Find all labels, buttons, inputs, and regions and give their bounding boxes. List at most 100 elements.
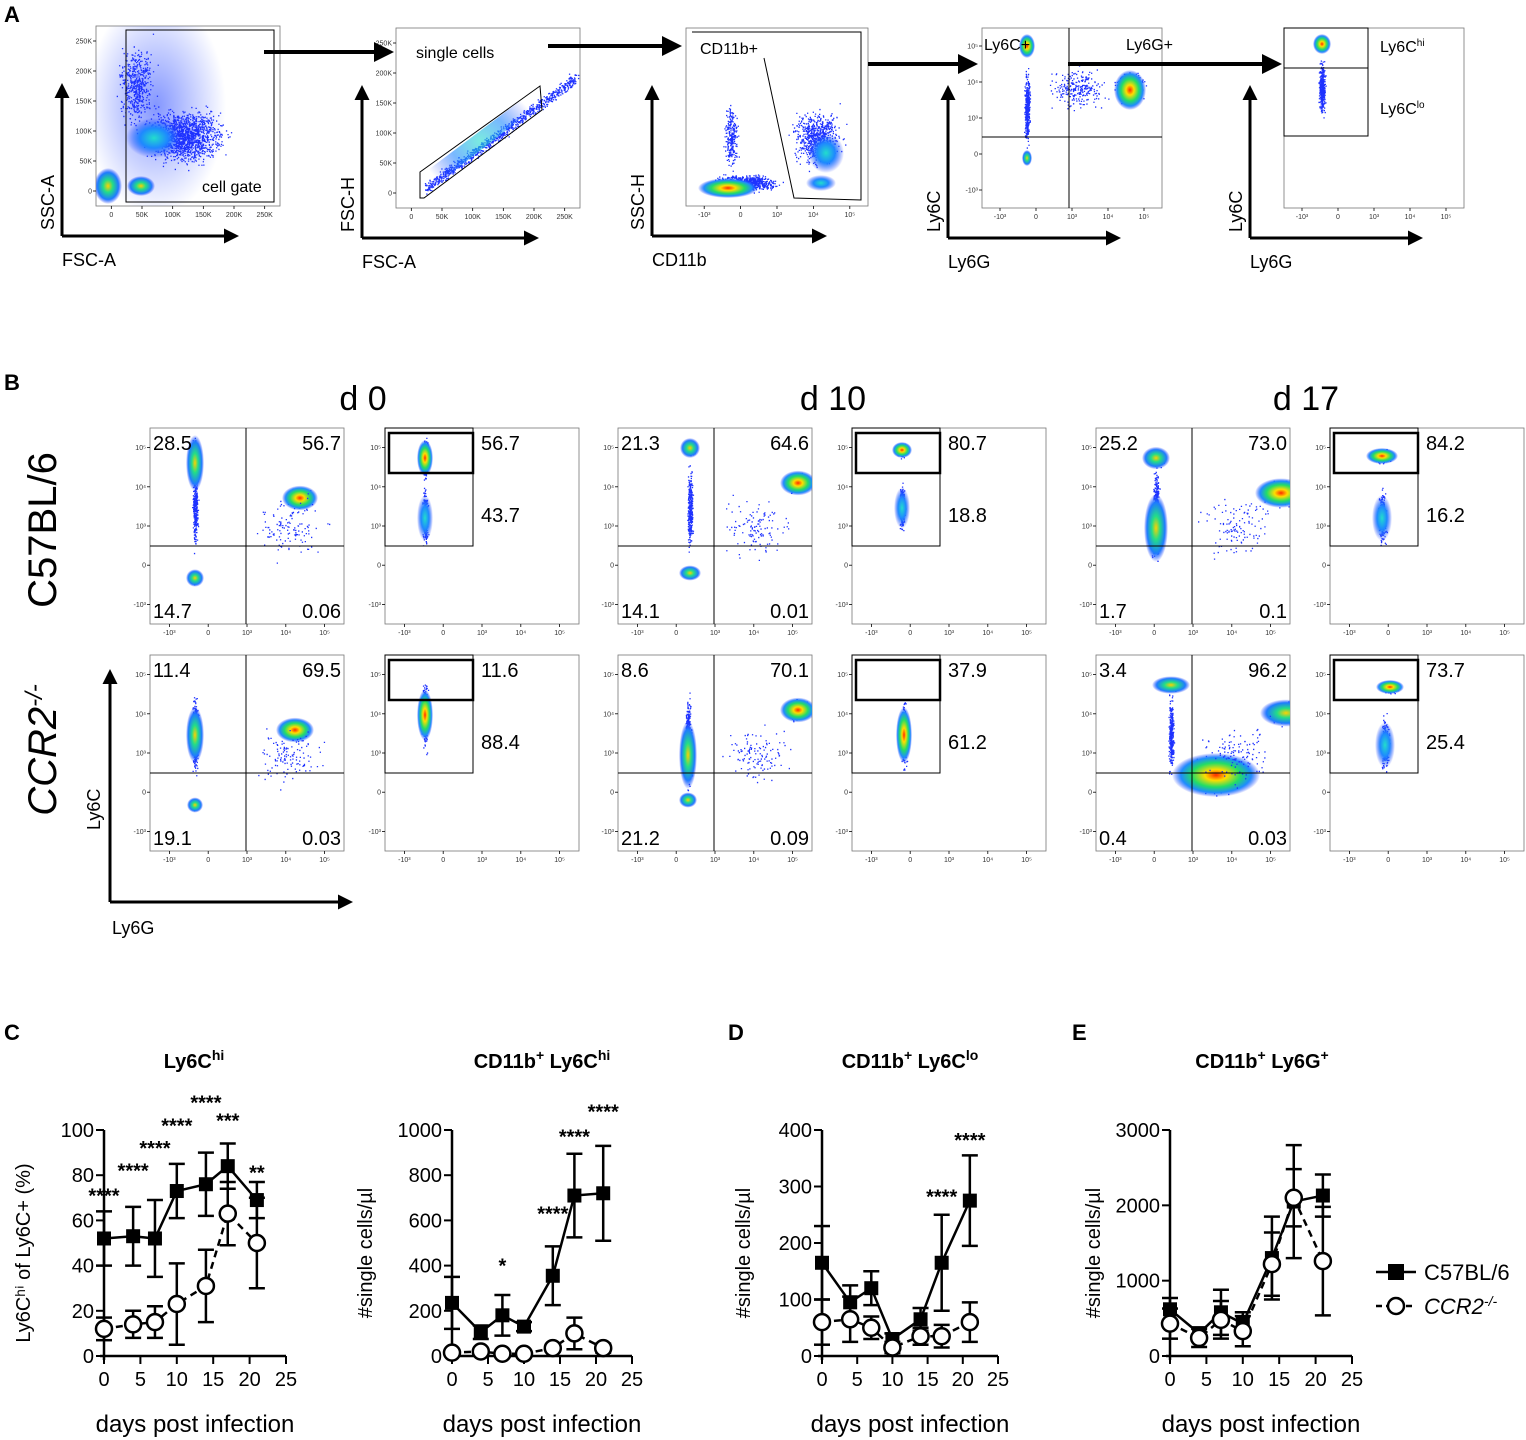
quad-plot-r0-d2: 25.2 73.0 1.7 0.1 -10³ 0 10³ 10⁴ 10⁵ -10³ 0 10³ 10⁴ 1… — [1080, 427, 1291, 637]
event-dot — [532, 112, 534, 114]
y-tick-label: -10³ — [1080, 829, 1093, 836]
point-c57 — [97, 1231, 111, 1246]
x-tick-label: -10³ — [1296, 214, 1309, 221]
quadrant-ur: 96.2 — [1248, 660, 1287, 682]
event-dot — [550, 93, 552, 95]
event-dot — [535, 108, 537, 110]
event-dot — [453, 170, 455, 173]
point-c57 — [864, 1281, 879, 1296]
event-dot — [551, 93, 553, 95]
y-tick-label: 250K — [76, 39, 93, 46]
event-dot — [570, 80, 572, 83]
day-label-2: d 17 — [1273, 380, 1339, 418]
plot-frame — [384, 654, 580, 852]
event-dot — [555, 88, 558, 90]
event-dot — [552, 93, 554, 95]
event-dot — [571, 85, 574, 87]
chart-title-sup: + — [1258, 1047, 1266, 1063]
gating-plot-4: Ly6C+ Ly6G+ -10³ 0 10³ 10⁴ 10⁵ -10³ 0 10³ 10⁴ 10⁵ Ly… — [924, 27, 1173, 272]
chart-title-part2: Ly6C — [544, 1051, 598, 1073]
event-dot — [511, 127, 514, 129]
plot-frame — [851, 654, 1047, 852]
x-tick-label: 0 — [908, 857, 912, 864]
y-tick-label: 80 — [72, 1165, 94, 1187]
event-dots — [1024, 68, 1032, 149]
event-dot — [470, 157, 473, 159]
event-dot — [575, 80, 577, 83]
event-dot — [522, 117, 524, 119]
plot-area — [1142, 446, 1290, 562]
y-tick-label: 200 — [409, 1301, 442, 1323]
x-tick-label: 15 — [549, 1369, 571, 1391]
event-dot — [517, 125, 519, 128]
significance-mark: **** — [88, 1185, 119, 1207]
event-dot — [538, 105, 541, 107]
gate-label: CD11b+ — [700, 41, 758, 58]
chart-title-sup2: hi — [598, 1047, 610, 1063]
x-axis-label: days post infection — [443, 1411, 642, 1438]
event-dot — [526, 113, 528, 115]
x-tick-label: -10³ — [163, 630, 176, 637]
event-dot — [507, 129, 509, 131]
point-ccr2 — [911, 1326, 930, 1346]
panel-label-e: E — [1072, 1020, 1087, 1045]
event-dot — [488, 146, 491, 148]
event-dot — [573, 81, 575, 83]
point-c57 — [495, 1308, 510, 1323]
event-dot — [481, 149, 483, 152]
y-axis-label: Ly6Cʰⁱ of Ly6C+ (%) — [13, 1163, 35, 1342]
event-dot — [501, 133, 503, 136]
event-dot — [528, 114, 530, 116]
event-dot — [506, 131, 509, 133]
event-dot — [502, 135, 504, 137]
quadrant-lr: 0.03 — [302, 828, 341, 850]
event-dot — [567, 87, 570, 89]
x-tick-label: 10⁵ — [1021, 630, 1032, 637]
density-blob — [276, 717, 314, 743]
event-dot — [559, 83, 561, 86]
row-label-ccr2: CCR2-/- — [21, 684, 65, 816]
density-blob — [1375, 722, 1395, 768]
event-dot — [538, 108, 540, 110]
x-tick-label: 10⁴ — [982, 857, 993, 864]
event-dot — [577, 77, 580, 80]
event-dot — [569, 79, 571, 81]
x-tick-label: 10³ — [477, 857, 488, 864]
event-dot — [565, 91, 568, 93]
ly6c-hi-value: 56.7 — [481, 433, 520, 455]
y-tick-label: 10⁴ — [370, 711, 381, 718]
quad-plot-r0-d0: 28.5 56.7 14.7 0.06 -10³ 0 10³ 10⁴ 10⁵ -10³ 0 10³ 10… — [134, 427, 345, 637]
event-dot — [554, 96, 556, 98]
event-dot — [533, 111, 535, 113]
plot-frame — [1095, 654, 1291, 852]
density-blob — [1366, 448, 1398, 464]
y-tick-label: 0 — [83, 1346, 94, 1368]
event-dot — [504, 134, 506, 137]
event-dot — [541, 99, 543, 101]
y-tick-label: 10⁵ — [603, 672, 614, 679]
event-dot — [546, 98, 549, 100]
y-tick-label: 10⁵ — [1315, 445, 1326, 452]
x-tick-label: 150K — [495, 214, 512, 221]
x-tick-label: 10 — [513, 1369, 535, 1391]
gate-label-lo: Ly6Clo — [1380, 100, 1425, 118]
plot-frame — [149, 427, 345, 625]
event-dot — [508, 127, 510, 129]
plot-area — [1366, 448, 1398, 546]
y-tick-label: 10³ — [604, 751, 615, 758]
x-tick-label: 100K — [464, 214, 481, 221]
y-tick-label: 400 — [779, 1120, 812, 1142]
event-dot — [538, 106, 540, 109]
quadrant-ll: 14.7 — [153, 601, 192, 623]
ly6c-lo-value: 61.2 — [948, 732, 987, 754]
quad-plot-r1-d0: 11.4 69.5 19.1 0.03 -10³ 0 10³ 10⁴ 10⁵ -10³ 0 10³ 10… — [134, 654, 345, 864]
event-dot — [520, 119, 522, 122]
x-tick-label: 10³ — [1369, 214, 1380, 221]
event-dot — [522, 118, 524, 120]
point-c57 — [545, 1268, 560, 1283]
density-blob — [894, 487, 910, 529]
quadrant-ul: 11.4 — [153, 660, 190, 682]
cd11b-gate — [692, 31, 862, 201]
event-dot — [542, 105, 544, 108]
chart-title-sup2: lo — [966, 1047, 978, 1063]
